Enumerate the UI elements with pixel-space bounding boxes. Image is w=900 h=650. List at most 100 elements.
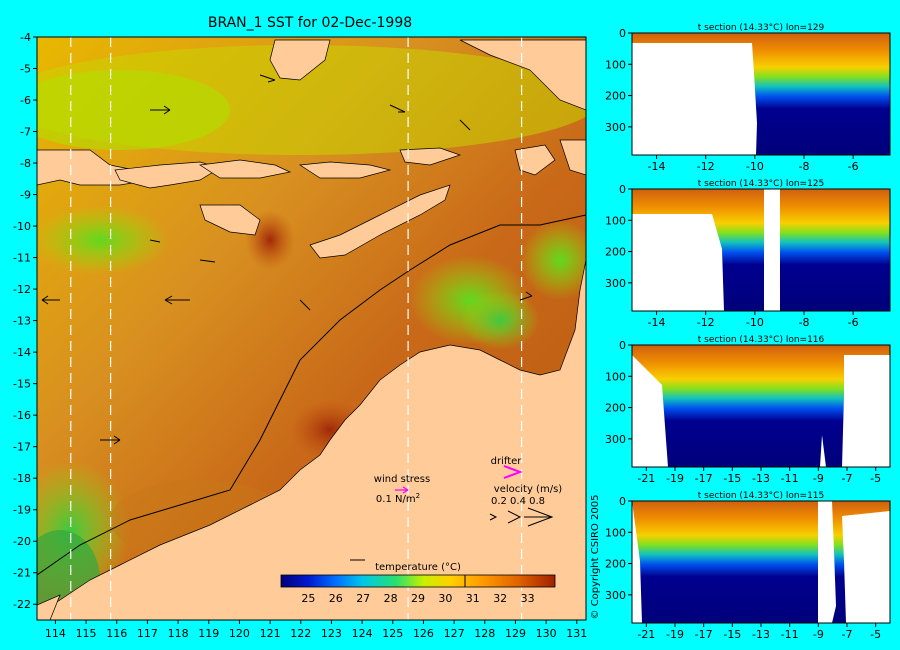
- lat-tick-label: -11: [781, 628, 799, 641]
- section-panels: t section (14.33°C) lon=129 0 100 200 300 -14…: [605, 23, 891, 641]
- lat-tick-label: -9: [813, 472, 824, 485]
- depth-tick-label: 200: [605, 90, 626, 103]
- depth-tick-label: 100: [605, 214, 626, 227]
- lat-tick-label: -17: [13, 441, 31, 454]
- lat-tick-label: -14: [648, 316, 666, 329]
- lat-tick-label: -11: [781, 472, 799, 485]
- section-panel: t section (14.33°C) lon=116 0 100 200 300 -21…: [605, 335, 891, 485]
- section-title: t section (14.33°C) lon=115: [698, 491, 825, 501]
- map-title: BRAN_1 SST for 02-Dec-1998: [208, 15, 412, 31]
- lon-tick-label: 114: [45, 627, 66, 640]
- colorbar-label: temperature (°C): [375, 562, 461, 573]
- seafloor-mask: [632, 43, 757, 155]
- lon-tick-label: 121: [260, 627, 281, 640]
- section-title: t section (14.33°C) lon=129: [698, 23, 825, 33]
- seafloor-mask: [632, 501, 890, 623]
- depth-tick-label: 300: [605, 277, 626, 290]
- lat-tick-label: -8: [799, 316, 810, 329]
- lat-tick-label: -21: [13, 567, 31, 580]
- land-masses: [37, 39, 586, 620]
- lat-tick-label: -16: [13, 409, 31, 422]
- drifter-icon: [503, 465, 523, 479]
- colorbar-ramp: [280, 574, 556, 588]
- lat-tick-label: -14: [13, 346, 31, 359]
- lon-tick-label: 125: [382, 627, 403, 640]
- depth-tick-label: 200: [605, 402, 626, 415]
- section-lines: [70, 37, 523, 620]
- colorbar: temperature (°C) 25 26 27 28 29 30 31 32 33: [280, 562, 556, 605]
- colorbar-tick-label: 28: [384, 592, 398, 605]
- lat-tick-label: -9: [20, 189, 31, 202]
- lat-tick-label: -13: [752, 628, 770, 641]
- lon-tick-label: 129: [505, 627, 526, 640]
- lat-tick-label: -15: [723, 472, 741, 485]
- lat-tick-label: -5: [870, 472, 881, 485]
- lat-tick-label: -8: [20, 157, 31, 170]
- lat-tick-label: -5: [20, 63, 31, 76]
- lat-tick-label: -7: [842, 472, 853, 485]
- lat-tick-label: -18: [13, 472, 31, 485]
- lon-tick-label: 127: [444, 627, 465, 640]
- cool-eddy-west: [37, 205, 170, 275]
- section-panel: t section (14.33°C) lon=129 0 100 200 300 -14…: [605, 23, 891, 173]
- lat-tick-label: -5: [870, 628, 881, 641]
- depth-tick-label: 0: [619, 27, 626, 40]
- lat-tick-label: -4: [20, 31, 31, 44]
- lon-tick-label: 116: [106, 627, 127, 640]
- copyright: © Copyright CSIRO 2005: [590, 495, 601, 620]
- velocity-label: velocity (m/s): [494, 484, 562, 495]
- depth-tick-label: 300: [605, 121, 626, 134]
- lat-tick-label: -8: [799, 160, 810, 173]
- section-panel: t section (14.33°C) lon=125 0 100 200 300 -14…: [605, 179, 891, 329]
- section-title: t section (14.33°C) lon=116: [698, 335, 825, 345]
- lon-tick-label: 118: [168, 627, 189, 640]
- lat-tick-label: -7: [842, 628, 853, 641]
- colorbar-tick-label: 29: [411, 592, 425, 605]
- longitude-axis: 114 115 116 117 118 119 120 121 122 123 124 125 126 1…: [45, 620, 587, 640]
- lon-tick-label: 124: [352, 627, 373, 640]
- depth-tick-label: 100: [605, 526, 626, 539]
- velocity-scale-arrows: [489, 507, 554, 527]
- wind-stress-arrow: [395, 486, 409, 494]
- lat-tick-label: -6: [848, 160, 859, 173]
- lat-tick-label: -21: [637, 472, 655, 485]
- lon-tick-label: 130: [536, 627, 557, 640]
- velocity-arrows: [41, 74, 533, 561]
- lat-tick-label: -19: [666, 628, 684, 641]
- shelf-contour: [37, 214, 586, 576]
- colorbar-tick-label: 33: [521, 592, 535, 605]
- depth-tick-label: 0: [619, 183, 626, 196]
- lat-tick-label: -10: [746, 160, 764, 173]
- drifter-label: drifter: [491, 456, 523, 467]
- lat-tick-label: -17: [695, 628, 713, 641]
- section-title: t section (14.33°C) lon=125: [698, 179, 825, 189]
- depth-tick-label: 200: [605, 558, 626, 571]
- latitude-axis: -4 -5 -6 -7 -8 -9 -10 -11 -12 -13 -14 -15 -16 -17 -18 -…: [13, 31, 37, 611]
- colorbar-tick-label: 32: [493, 592, 507, 605]
- depth-tick-label: 100: [605, 58, 626, 71]
- lon-tick-label: 119: [198, 627, 219, 640]
- lat-tick-label: -17: [695, 472, 713, 485]
- colorbar-tick-label: 31: [466, 592, 480, 605]
- map-legend: wind stress 0.1 N/m2 drifter velocity (m…: [374, 456, 562, 527]
- lat-tick-label: -21: [637, 628, 655, 641]
- depth-tick-label: 200: [605, 246, 626, 259]
- lat-tick-label: -12: [13, 283, 31, 296]
- depth-tick-label: 0: [619, 339, 626, 352]
- lat-tick-label: -20: [13, 535, 31, 548]
- sst-map: -4 -5 -6 -7 -8 -9 -10 -11 -12 -13 -14 -15 -16 -17 -18 -…: [13, 31, 587, 640]
- lat-tick-label: -10: [746, 316, 764, 329]
- lat-tick-label: -15: [13, 378, 31, 391]
- velocity-values: 0.2 0.4 0.8: [491, 496, 545, 507]
- lon-tick-label: 117: [137, 627, 158, 640]
- lat-tick-label: -12: [697, 160, 715, 173]
- lat-tick-label: -19: [13, 504, 31, 517]
- lat-tick-label: -9: [813, 628, 824, 641]
- lon-tick-label: 123: [321, 627, 342, 640]
- lon-tick-label: 122: [290, 627, 311, 640]
- australia-land: [37, 259, 586, 620]
- lon-tick-label: 120: [229, 627, 250, 640]
- depth-tick-label: 300: [605, 589, 626, 602]
- lat-tick-label: -14: [648, 160, 666, 173]
- colorbar-tick-label: 27: [356, 592, 370, 605]
